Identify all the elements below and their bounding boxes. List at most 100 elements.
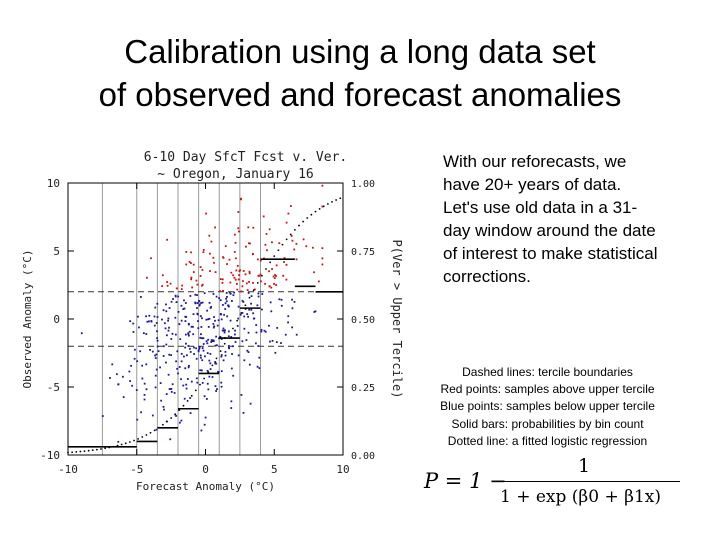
blue-sample-point [183, 355, 185, 358]
blue-sample-point [150, 320, 153, 322]
blue-sample-point [145, 333, 148, 335]
logistic-fit-dot [232, 327, 234, 330]
blue-sample-point [224, 302, 227, 305]
blue-sample-point [149, 348, 151, 351]
blue-sample-point [246, 313, 249, 316]
blue-sample-point [186, 378, 189, 380]
blue-sample-point [162, 345, 165, 348]
logistic-fit-dot [273, 255, 276, 258]
red-sample-point [305, 245, 308, 248]
blue-sample-point [230, 400, 233, 403]
red-sample-point [262, 215, 265, 218]
blue-sample-point [216, 388, 218, 391]
red-sample-point [249, 242, 251, 245]
blue-sample-point [275, 341, 278, 344]
logistic-fit-dot [137, 437, 140, 440]
red-sample-point [233, 251, 236, 253]
blue-sample-point [200, 356, 202, 359]
blue-sample-point [269, 301, 272, 304]
blue-sample-point [157, 350, 160, 353]
red-sample-point [321, 247, 324, 250]
formula-fraction-bar [498, 481, 680, 482]
blue-sample-point [226, 295, 228, 298]
red-sample-point [236, 264, 239, 267]
x-tick-label: 0 [202, 463, 209, 476]
blue-sample-point [223, 331, 226, 334]
red-sample-point [222, 256, 225, 259]
red-sample-point [161, 285, 164, 287]
blue-sample-point [207, 318, 210, 321]
red-sample-point [214, 226, 217, 229]
x-tick-label: -5 [130, 463, 143, 476]
blue-sample-point [223, 329, 226, 332]
blue-sample-point [261, 308, 263, 311]
red-sample-point [268, 285, 271, 288]
legend-red-points: Red points: samples above upper tercile [440, 382, 655, 397]
blue-sample-point [168, 388, 171, 390]
red-sample-point [240, 198, 242, 201]
logistic-fit-dot [331, 200, 333, 203]
red-sample-point [234, 257, 237, 260]
red-sample-point [271, 241, 273, 244]
red-sample-point [191, 286, 194, 289]
blue-sample-point [206, 352, 209, 355]
blue-sample-point [185, 342, 187, 345]
blue-sample-point [185, 387, 188, 390]
blue-sample-point [199, 315, 202, 318]
blue-sample-point [167, 329, 170, 332]
blue-sample-point [250, 302, 252, 305]
blue-sample-point [188, 334, 190, 337]
blue-sample-point [165, 361, 167, 364]
blue-sample-point [278, 298, 281, 301]
blue-sample-point [247, 331, 250, 334]
blue-sample-point [295, 333, 298, 336]
blue-sample-point [204, 416, 207, 419]
blue-sample-point [170, 300, 173, 303]
red-sample-point [282, 274, 285, 277]
red-sample-point [237, 211, 240, 213]
blue-sample-point [291, 298, 293, 301]
blue-sample-point [168, 353, 171, 356]
red-sample-point [283, 261, 285, 263]
logistic-fit-dot [285, 238, 288, 241]
blue-sample-point [183, 307, 186, 310]
blue-sample-point [178, 323, 181, 326]
logistic-fit-dot [302, 220, 305, 223]
blue-sample-point [197, 327, 200, 330]
red-sample-point [238, 274, 240, 277]
blue-sample-point [229, 292, 232, 295]
red-sample-point [275, 264, 278, 267]
red-sample-point [212, 256, 215, 259]
blue-sample-point [154, 354, 156, 357]
blue-sample-point [247, 351, 250, 354]
blue-sample-point [206, 342, 209, 345]
red-sample-point [259, 273, 262, 276]
blue-sample-point [195, 357, 198, 360]
blue-sample-point [168, 307, 171, 309]
red-sample-point [241, 285, 244, 288]
blue-sample-point [248, 363, 251, 366]
y-tick-label: 10 [47, 177, 60, 190]
blue-sample-point [215, 295, 218, 298]
blue-sample-point [214, 385, 217, 388]
blue-sample-point [263, 329, 266, 332]
legend-dotted-line: Dotted line: a fitted logistic regressio… [447, 433, 648, 448]
blue-sample-point [162, 355, 165, 357]
red-sample-point [235, 282, 238, 285]
blue-sample-point [201, 359, 204, 362]
blue-sample-point [136, 418, 139, 421]
red-sample-point [188, 260, 191, 263]
blue-sample-point [214, 344, 217, 347]
red-sample-point [295, 242, 298, 245]
blue-sample-point [248, 308, 251, 311]
blue-sample-point [196, 307, 198, 309]
blue-sample-point [156, 302, 159, 305]
blue-sample-point [203, 395, 206, 398]
logistic-fit-dot [277, 249, 280, 252]
blue-sample-point [225, 297, 227, 300]
blue-sample-point [136, 360, 139, 363]
red-sample-point [248, 272, 251, 275]
red-sample-point [291, 239, 294, 242]
blue-sample-point [182, 308, 185, 311]
red-sample-point [278, 242, 281, 245]
